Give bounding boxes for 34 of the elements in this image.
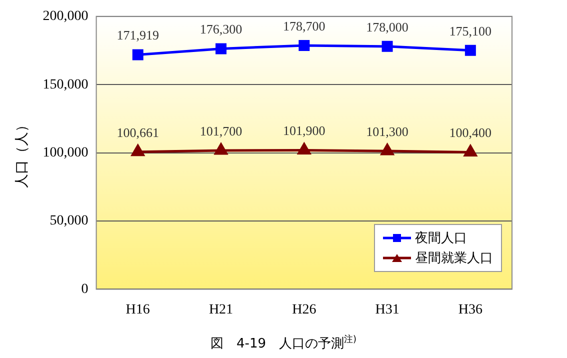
data-label: 175,100 <box>449 23 492 38</box>
point <box>216 43 227 54</box>
data-label: 101,300 <box>366 124 408 139</box>
point <box>464 145 477 157</box>
legend-label: 夜間人口 <box>415 230 467 248</box>
y-tick-label: 200,000 <box>42 9 88 24</box>
data-label: 171,919 <box>116 28 159 43</box>
data-label: 178,000 <box>366 19 408 34</box>
data-label: 100,661 <box>116 124 159 140</box>
y-axis-title: 人口（人） <box>14 118 30 188</box>
text: 図 4-19 人口の予測$^{注)}$ <box>209 334 358 352</box>
data-label: 178,700 <box>283 18 326 34</box>
y-tick-label: 50,000 <box>50 214 88 229</box>
point <box>298 142 311 154</box>
data-label: 101,900 <box>283 123 326 138</box>
point <box>380 144 394 156</box>
data-label: 101,700 <box>200 123 242 138</box>
y-tick-label: 150,000 <box>42 77 88 92</box>
data-label: 176,300 <box>200 22 242 37</box>
y-tick-label: 100,000 <box>42 145 88 160</box>
data-label: 100,400 <box>449 125 492 140</box>
y-tick-label: 0 <box>81 282 88 297</box>
x-tick-label: H21 <box>208 302 234 318</box>
point <box>131 144 144 156</box>
x-tick-label: H36 <box>458 302 482 318</box>
point <box>464 44 476 56</box>
point <box>214 143 228 155</box>
point <box>298 40 310 51</box>
point <box>132 49 144 60</box>
legend-label: 昼間就業人口 <box>415 250 493 268</box>
x-tick-label: H26 <box>292 302 316 318</box>
point <box>382 40 393 52</box>
x-tick-label: H16 <box>126 302 150 318</box>
x-tick-label: H31 <box>375 302 400 318</box>
